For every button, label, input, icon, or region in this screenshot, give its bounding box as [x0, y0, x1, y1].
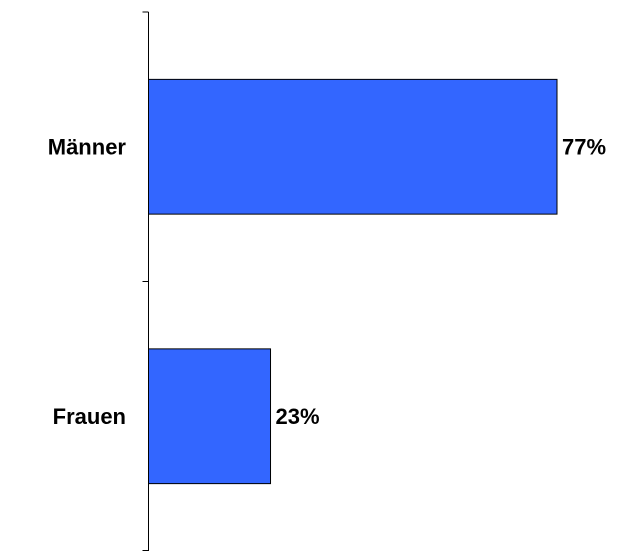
y-tick-label: Männer: [48, 135, 127, 160]
bar: [148, 348, 272, 485]
y-tick-label: Frauen: [53, 404, 126, 429]
bar: [148, 78, 558, 215]
value-label: 23%: [276, 404, 320, 429]
value-label: 77%: [562, 135, 606, 160]
